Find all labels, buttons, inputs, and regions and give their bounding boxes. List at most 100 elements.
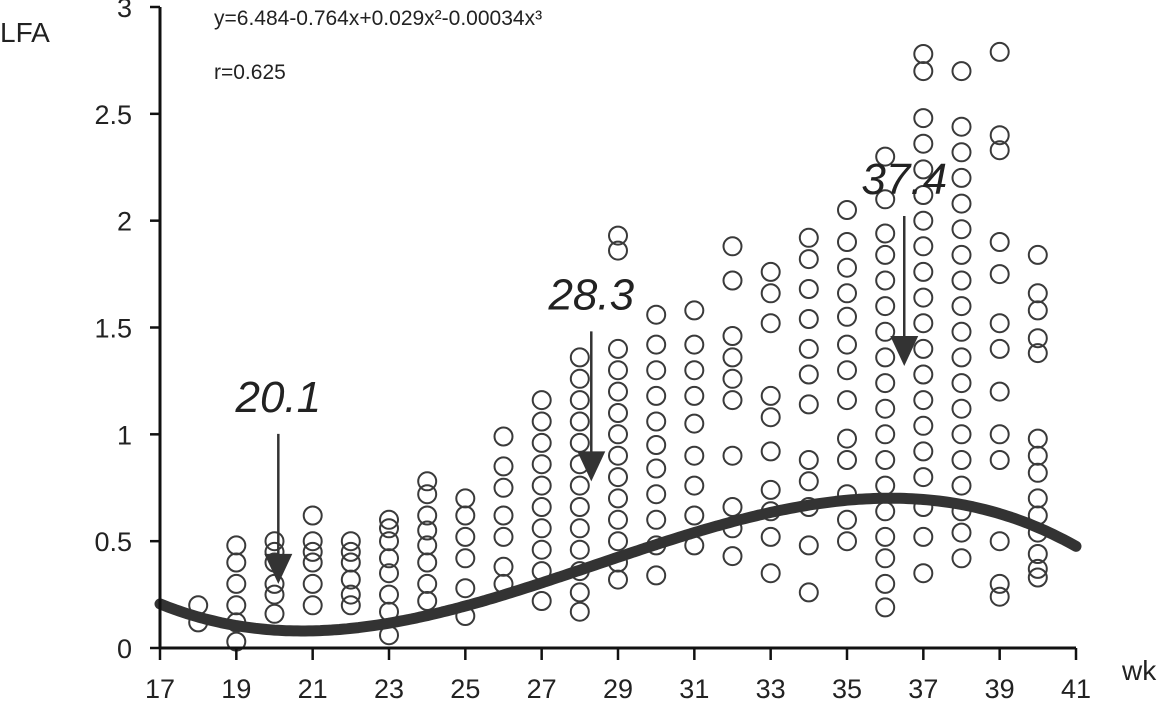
data-point (1027, 283, 1048, 304)
data-point (760, 563, 781, 584)
data-point (493, 426, 514, 447)
data-point (989, 232, 1010, 252)
data-point (951, 167, 972, 188)
data-point (951, 193, 972, 214)
data-point (646, 304, 667, 325)
y-tick-label: 0 (117, 634, 132, 664)
data-point (989, 531, 1010, 552)
data-point (646, 385, 667, 406)
data-point (913, 467, 934, 488)
data-point (951, 142, 972, 163)
y-tick-label: 1 (117, 420, 132, 450)
data-point (226, 535, 247, 556)
data-point (569, 432, 590, 453)
data-point (608, 467, 628, 488)
data-point (531, 390, 552, 411)
data-point (875, 450, 896, 470)
data-point (760, 313, 781, 334)
data-point (875, 373, 896, 394)
data-point (798, 364, 819, 385)
data-point (417, 505, 438, 526)
data-point (951, 347, 972, 368)
data-point (646, 435, 667, 455)
data-point (913, 61, 934, 82)
data-point (722, 347, 743, 368)
data-point (875, 296, 896, 317)
data-point (798, 227, 819, 248)
data-point (951, 116, 972, 137)
data-point (722, 368, 743, 389)
data-point (989, 573, 1010, 594)
data-point (951, 296, 972, 317)
data-point (608, 403, 628, 423)
data-point (913, 415, 934, 436)
data-point (913, 390, 934, 411)
data-point (798, 309, 819, 329)
data-point (684, 445, 705, 466)
data-point (646, 334, 667, 355)
data-point (837, 390, 857, 411)
data-point (760, 526, 781, 547)
data-point (264, 603, 285, 624)
data-point (722, 546, 743, 567)
data-point (989, 424, 1010, 445)
annotation-arrow-head (264, 553, 293, 584)
data-point (913, 526, 934, 547)
data-point (417, 520, 438, 541)
data-point (646, 458, 667, 479)
data-point (1027, 488, 1048, 509)
data-point (608, 569, 628, 590)
data-point (951, 321, 972, 342)
data-point (837, 428, 857, 449)
x-tick-label: 35 (832, 674, 862, 704)
y-tick-label: 1.5 (94, 314, 132, 344)
data-point (531, 475, 552, 496)
data-point (913, 236, 934, 257)
data-point (455, 578, 476, 599)
data-point (226, 552, 247, 573)
data-point (646, 360, 667, 381)
data-point (646, 565, 667, 586)
data-point (913, 364, 934, 385)
data-point (1027, 567, 1048, 588)
data-point (569, 601, 590, 622)
data-point (951, 522, 972, 543)
x-tick-label: 37 (908, 674, 938, 704)
data-point (913, 441, 934, 462)
data-point (684, 334, 705, 355)
data-point (264, 531, 285, 552)
data-point (340, 569, 361, 590)
data-point (951, 424, 972, 445)
x-tick-label: 41 (1061, 674, 1091, 704)
data-point (1027, 462, 1048, 483)
data-point (913, 185, 934, 205)
data-point (531, 539, 552, 560)
data-point (913, 159, 934, 180)
x-tick-label: 29 (603, 674, 633, 704)
data-point (455, 505, 476, 526)
data-point (875, 501, 896, 522)
data-point (798, 471, 819, 492)
data-point (989, 586, 1010, 607)
data-point (875, 548, 896, 569)
data-point (531, 432, 552, 453)
data-point (951, 61, 972, 82)
data-point (1027, 544, 1048, 564)
annotation-label: 37.4 (861, 155, 947, 204)
data-point (302, 595, 323, 616)
y-axis-label: LFA (0, 17, 50, 48)
annotation-arrow-head (577, 451, 606, 482)
data-point (493, 526, 514, 547)
data-point (760, 385, 781, 406)
data-point (913, 108, 934, 129)
data-point (875, 189, 896, 210)
data-point (455, 548, 476, 569)
data-point (951, 398, 972, 419)
data-point (1027, 328, 1048, 349)
data-point (798, 394, 819, 415)
data-point (531, 591, 552, 611)
data-point (684, 505, 705, 526)
data-point (875, 475, 896, 496)
data-point (417, 471, 438, 492)
data-point (417, 591, 438, 611)
